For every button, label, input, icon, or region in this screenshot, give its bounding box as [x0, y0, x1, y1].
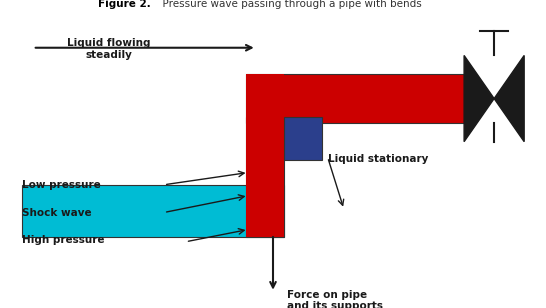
Text: Pressure wave passing through a pipe with bends: Pressure wave passing through a pipe wit…	[156, 0, 422, 9]
Bar	[246, 74, 475, 123]
Bar	[246, 117, 284, 237]
Text: Liquid stationary: Liquid stationary	[328, 154, 428, 164]
Text: Low pressure: Low pressure	[22, 180, 100, 190]
Text: Force on pipe
and its supports: Force on pipe and its supports	[287, 290, 383, 308]
Text: Figure 2.: Figure 2.	[98, 0, 151, 9]
Text: Shock wave: Shock wave	[22, 208, 92, 217]
Text: High pressure: High pressure	[22, 235, 104, 245]
Polygon shape	[464, 55, 494, 142]
Bar	[284, 117, 322, 160]
Polygon shape	[494, 55, 524, 142]
Text: Liquid flowing
steadily: Liquid flowing steadily	[68, 38, 151, 60]
Bar	[246, 74, 284, 237]
Bar	[22, 185, 284, 237]
